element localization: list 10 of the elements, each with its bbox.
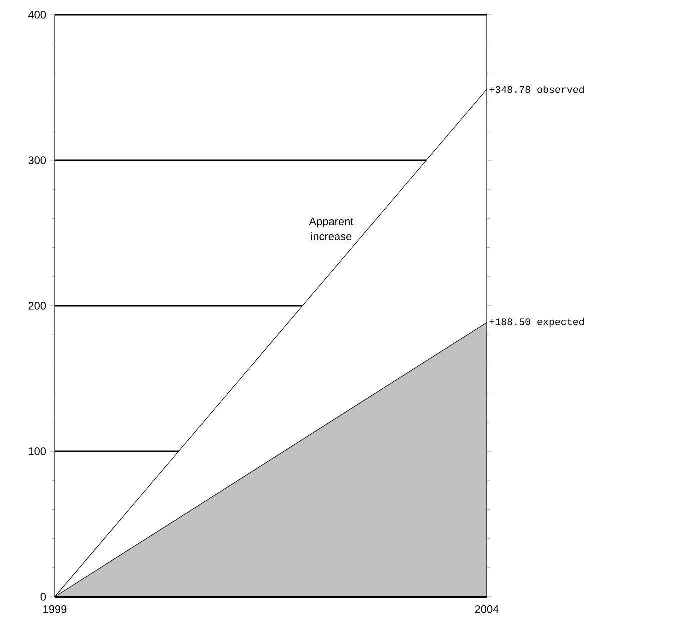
annotation: +348.78 observed	[490, 86, 584, 94]
y-tick-label: 400	[28, 11, 46, 19]
annotation: +188.50 expected	[490, 318, 584, 328]
x-tick-label: 1999	[44, 606, 67, 614]
annotation: Apparent increase	[309, 218, 354, 240]
x-tick-label: 2004	[475, 606, 499, 614]
y-tick-label: 300	[28, 156, 46, 164]
y-tick-label: 200	[28, 302, 46, 310]
y-tick-label: 100	[29, 448, 46, 456]
y-tick-label: 0	[40, 593, 46, 601]
